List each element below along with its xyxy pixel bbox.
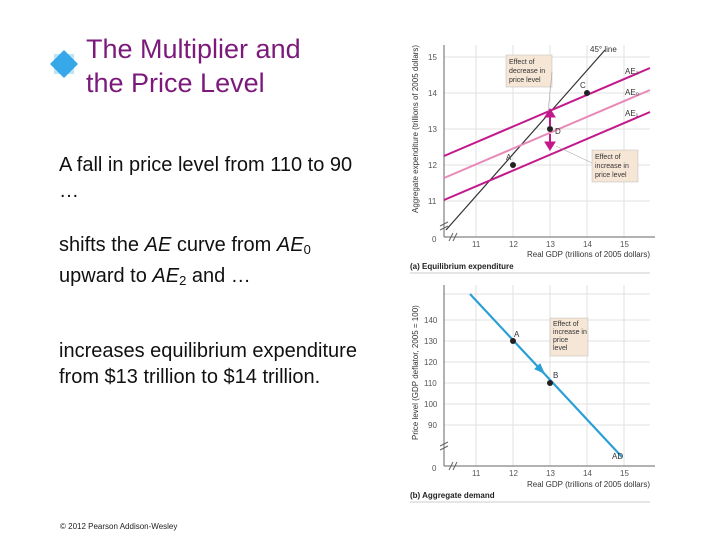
graph-b: A B AD Effect of increase in price level… (410, 285, 655, 503)
point-c (584, 90, 590, 96)
a-xtick-11: 11 (472, 240, 481, 249)
box-b-l4: level (553, 345, 568, 352)
b-xtick-14: 14 (583, 469, 592, 478)
b-ytick-100: 100 (424, 400, 438, 409)
a-xtick-13: 13 (546, 240, 555, 249)
point-b-a (510, 338, 516, 344)
title-line-2: the Price Level (86, 68, 265, 98)
label-ae1: AE₁ (625, 109, 639, 118)
b-xlabel: Real GDP (trillions of 2005 dollars) (527, 480, 650, 489)
a-ytick-15: 15 (428, 53, 437, 62)
box-b-l3: price (553, 337, 568, 344)
a-xtick-12: 12 (509, 240, 518, 249)
b-ytick-130: 130 (424, 337, 438, 346)
label-a: A (506, 153, 512, 162)
box-increase-l3: price level (595, 172, 627, 179)
graph-a: C D A 45° line AE₂ AE₀ AE₁ Effect of dec… (410, 45, 655, 274)
box-decrease-l1: Effect of (509, 59, 535, 66)
box-b-l1: Effect of (553, 321, 579, 328)
paragraph-equilibrium: increases equilibrium expenditure from $… (59, 340, 357, 388)
box-decrease-l2: decrease in (509, 68, 545, 75)
point-a (510, 162, 516, 168)
a-xlabel: Real GDP (trillions of 2005 dollars) (527, 250, 650, 259)
copyright: © 2012 Pearson Addison-Wesley (60, 522, 178, 531)
curve-ae0 (443, 89, 651, 179)
paragraph-shift: shifts the AE curve from AE0 upward to A… (59, 232, 359, 294)
label-b-b: B (553, 371, 558, 380)
box-b-l2: increase in (553, 329, 587, 336)
b-xtick-11: 11 (472, 469, 481, 478)
b-caption: (b) Aggregate demand (410, 491, 495, 500)
curve-ad (469, 293, 623, 458)
graph-b-x-break (448, 461, 458, 471)
line-45-degree (445, 49, 606, 231)
a-ytick-14: 14 (428, 89, 437, 98)
box-increase-l1: Effect of (595, 154, 621, 161)
a-ytick-12: 12 (428, 161, 437, 170)
p2-end: and … (186, 265, 251, 287)
p2-mid: curve from (171, 234, 277, 256)
b-origin: 0 (432, 464, 437, 473)
label-45-line: 45° line (590, 45, 617, 54)
p2-ae: AE (144, 234, 172, 256)
label-b-a: A (514, 330, 520, 339)
box-increase-pointer (555, 145, 593, 164)
graph-b-y-break (439, 441, 449, 451)
a-ytick-11: 11 (428, 197, 437, 206)
b-xtick-13: 13 (546, 469, 555, 478)
b-xtick-12: 12 (509, 469, 518, 478)
box-decrease (505, 54, 553, 88)
b-ytick-120: 120 (424, 358, 438, 367)
b-ytick-110: 110 (424, 379, 437, 388)
p2-ae0: AE (276, 234, 304, 256)
shift-arrows (544, 108, 556, 151)
a-xtick-14: 14 (583, 240, 592, 249)
p2-ae2: AE (152, 265, 180, 287)
curve-ae1 (443, 111, 651, 201)
a-xtick-15: 15 (620, 240, 629, 249)
box-decrease-pointer (547, 71, 553, 113)
b-ytick-90: 90 (428, 421, 437, 430)
a-origin: 0 (432, 235, 437, 244)
b-xtick-15: 15 (620, 469, 629, 478)
p2-sub2: 2 (179, 273, 187, 288)
b-ytick-140: 140 (424, 316, 438, 325)
bullet-diamond-icon (50, 50, 78, 78)
a-ytick-13: 13 (428, 125, 437, 134)
p2-mid2: upward to (59, 265, 153, 287)
paragraph-price-fall: A fall in price level from 110 to 90 … (59, 154, 353, 202)
box-decrease-l3: price level (509, 77, 541, 84)
point-b-b (547, 380, 553, 386)
label-ae2: AE₂ (625, 67, 639, 76)
box-b-increase (549, 317, 589, 357)
point-d (547, 126, 553, 132)
a-ylabel: Aggregate expenditure (trillions of 2005… (411, 45, 420, 213)
curve-ae2 (443, 67, 651, 157)
ad-arrow (517, 345, 545, 374)
page-title: The Multiplier and the Price Level (86, 32, 386, 100)
label-c: C (580, 81, 586, 90)
graph-a-y-break (439, 221, 449, 231)
label-ad: AD (612, 452, 623, 461)
label-ae0: AE₀ (625, 88, 639, 97)
box-increase (591, 149, 639, 183)
graph-a-x-break (448, 232, 458, 242)
b-ylabel: Price level (GDP deflator, 2005 = 100) (411, 305, 420, 440)
title-line-1: The Multiplier and (86, 34, 301, 64)
a-caption: (a) Equilibrium expenditure (410, 262, 514, 271)
label-d: D (555, 127, 561, 136)
p2-pre: shifts the (59, 234, 145, 256)
graph-b-grid (444, 285, 650, 466)
box-increase-l2: increase in (595, 163, 629, 170)
p2-sub0: 0 (303, 242, 311, 257)
